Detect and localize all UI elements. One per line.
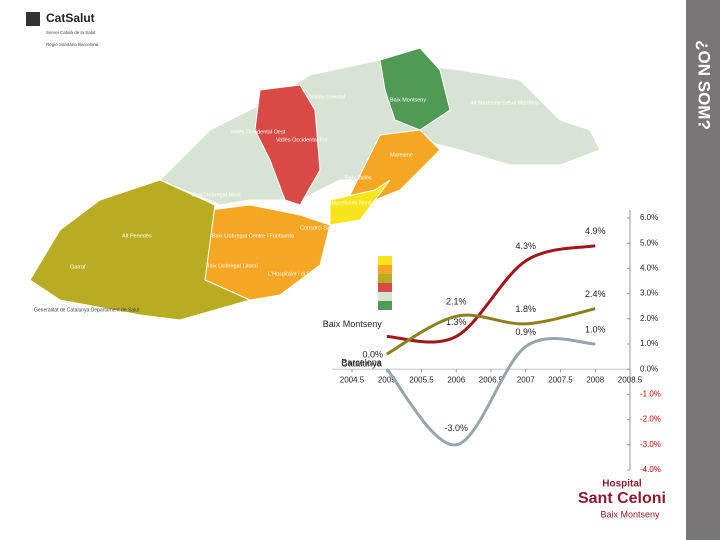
map-label: L'Hospitalet i el Prat de Llobregat bbox=[268, 271, 349, 277]
map-region bbox=[254, 84, 321, 206]
y-tick-label: -3.0% bbox=[640, 440, 661, 449]
map bbox=[29, 47, 601, 321]
map-label: Vallès Occidental Est bbox=[276, 137, 328, 143]
hospital-name: Sant Celoni bbox=[578, 490, 666, 507]
logo-icon bbox=[26, 12, 40, 26]
map-region bbox=[349, 129, 441, 201]
x-tick-label: 2007 bbox=[517, 375, 535, 384]
x-tick-label: 2008 bbox=[586, 375, 604, 384]
map-label: Alt Penedès bbox=[122, 233, 152, 239]
x-tick-label: 2006.5 bbox=[479, 375, 504, 384]
key-box bbox=[378, 256, 392, 265]
x-tick-label: 2008.5 bbox=[618, 375, 643, 384]
series-line bbox=[385, 336, 596, 447]
map-labels: Vallès Oriental Baix Montseny Alt Maresm… bbox=[70, 94, 540, 277]
map-label: Vallès Occidental Oest bbox=[230, 129, 286, 135]
map-region bbox=[159, 59, 601, 206]
data-label: 2.4% bbox=[585, 289, 606, 299]
map-region bbox=[329, 179, 391, 226]
data-label: 4.3% bbox=[515, 241, 536, 251]
data-label: 0.0% bbox=[362, 350, 383, 360]
data-label: 2.1% bbox=[446, 297, 467, 307]
y-tick-label: 1.0% bbox=[640, 339, 658, 348]
y-tick-label: -1.0% bbox=[640, 390, 661, 399]
series-line bbox=[386, 307, 596, 356]
key-box bbox=[378, 292, 392, 301]
map-key bbox=[378, 256, 392, 310]
y-tick-label: 6.0% bbox=[640, 213, 658, 222]
data-label: 1.0% bbox=[585, 324, 606, 334]
slide-title: ¿ON SOM? bbox=[695, 40, 714, 130]
y-tick-label: 2.0% bbox=[640, 314, 658, 323]
y-tick-label: -2.0% bbox=[640, 415, 661, 424]
y-tick-label: 3.0% bbox=[640, 289, 658, 298]
map-label: Baix Llobregat Litoral bbox=[206, 263, 258, 269]
map-label: Consorci Sanitari de Barcelona bbox=[300, 225, 377, 231]
map-label: Baix Montseny bbox=[390, 97, 426, 103]
key-box bbox=[378, 301, 392, 310]
hospital-label: Hospital bbox=[602, 479, 642, 490]
x-tick-label: 2005 bbox=[378, 375, 396, 384]
x-tick-label: 2007.5 bbox=[548, 375, 573, 384]
map-label: Baix Vallès bbox=[345, 175, 372, 181]
series-line bbox=[386, 244, 596, 344]
data-label: 4.9% bbox=[585, 226, 606, 236]
map-label: Baix Llobregat Nord bbox=[192, 192, 241, 198]
chart: -4.0% -3.0% -2.0% -1.0% 0.0% 1.0% 2.0% 3.0% 4.0%… bbox=[323, 210, 661, 474]
x-tick-label: 2006 bbox=[447, 375, 465, 384]
logo-subtitle: Servei Català de la Salut bbox=[46, 30, 96, 35]
key-box bbox=[378, 274, 392, 283]
data-label: 0.9% bbox=[515, 327, 536, 337]
logo-name: CatSalut bbox=[46, 11, 95, 25]
map-region bbox=[29, 179, 252, 321]
logo-region: Regió Sanitària Barcelona bbox=[46, 42, 99, 47]
y-tick-label: 0.0% bbox=[640, 364, 658, 373]
y-tick-label: -4.0% bbox=[640, 465, 661, 474]
data-label: 1.3% bbox=[446, 317, 467, 327]
map-label: Vallès Oriental bbox=[310, 94, 345, 100]
data-label: 1.8% bbox=[515, 304, 536, 314]
map-label: Baix Llobregat Centre i Fontsanta bbox=[212, 233, 295, 239]
map-label: Barcelonès Nord bbox=[330, 200, 371, 206]
series-name: Barcelona bbox=[341, 358, 382, 368]
key-box bbox=[378, 283, 392, 292]
series-name: Catalunya bbox=[341, 358, 382, 368]
key-box bbox=[378, 265, 392, 274]
data-label: -3.0% bbox=[444, 423, 468, 433]
y-tick-label: 5.0% bbox=[640, 238, 658, 247]
x-tick-label: 2004.5 bbox=[340, 375, 365, 384]
hospital-area: Baix Montseny bbox=[600, 509, 660, 519]
series-name: Baix Montseny bbox=[323, 319, 383, 329]
map-region bbox=[379, 47, 451, 131]
map-label: Garraf bbox=[70, 264, 86, 270]
government-label: Generalitat de Catalunya Departament de … bbox=[34, 307, 140, 313]
side-band bbox=[686, 0, 720, 540]
map-label: Alt Maresme Selva Marítima bbox=[470, 100, 540, 106]
x-tick-label: 2005.5 bbox=[409, 375, 434, 384]
map-label: Maresme bbox=[390, 152, 413, 158]
y-tick-label: 4.0% bbox=[640, 264, 658, 273]
map-region bbox=[204, 204, 331, 301]
